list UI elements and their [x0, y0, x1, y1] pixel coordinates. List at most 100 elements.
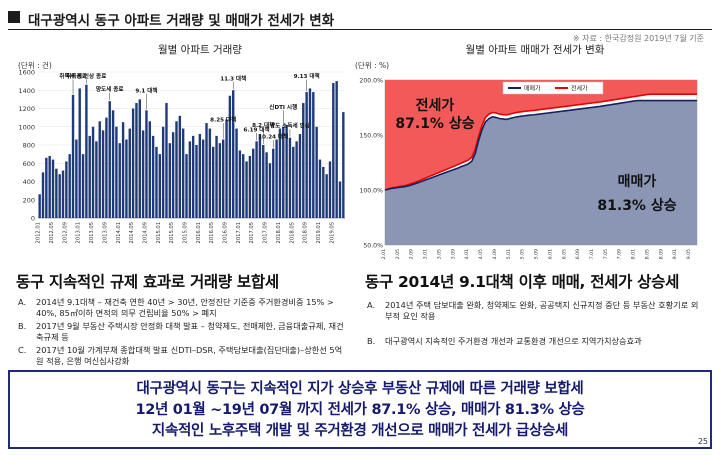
bar — [265, 152, 268, 218]
bar — [232, 90, 235, 218]
x-tick-label: 2013.01 — [76, 222, 82, 243]
x-tick-label: 2015.09 — [182, 222, 188, 243]
x-tick-label: 2013.09 — [102, 222, 108, 243]
legend-sale-label: 매매가 — [524, 85, 541, 93]
x-tick-label: 2017.01 — [589, 249, 595, 260]
legend: 매매가 전세가 — [502, 81, 604, 95]
x-tick-label: 2014.05 — [478, 249, 484, 260]
annotation-label: 6.19 대책 — [244, 125, 270, 133]
bar — [191, 135, 195, 218]
bar — [338, 181, 342, 218]
bar — [61, 170, 65, 218]
y-tick-label: 50.0% — [363, 243, 383, 250]
y-tick-label: 150.0% — [359, 133, 383, 140]
summary-line-2: 12년 01월 ~19년 07월 까지 전세가 87.1% 상승, 매매가 81… — [135, 402, 585, 418]
x-tick-label: 2018.09 — [303, 222, 309, 243]
x-tick-label: 2017.05 — [603, 249, 609, 260]
source-note: ※ 자료 : 한국감정원 2019년 7월 기준 — [572, 34, 704, 43]
bar — [238, 150, 242, 218]
bar — [118, 143, 121, 218]
left-chart-unit: (단위 : 건) — [18, 61, 52, 70]
title-square-icon — [8, 11, 20, 23]
annotation-label: 10.24 대책 — [258, 133, 288, 141]
jeonse-line — [384, 93, 697, 191]
x-tick-label: 2012.05 — [49, 222, 55, 243]
x-tick-label: 2013.05 — [436, 249, 442, 260]
page-number: 25 — [697, 437, 708, 446]
bar — [262, 145, 265, 218]
bar — [138, 99, 141, 218]
bar — [48, 155, 51, 218]
x-tick-label: 2019.01 — [316, 222, 322, 243]
x-tick-label: 2019.05 — [329, 222, 335, 243]
summary-line-1: 대구광역시 동구는 지속적인 지가 상승후 부동산 규제에 따른 거래량 보합세 — [136, 381, 584, 397]
note-item: B. 2017년 9월 부동산 주택시장 안정화 대책 발표 – 청약제도, 전매… — [18, 321, 344, 342]
annotation-label: 신DTI 시행 — [269, 103, 297, 111]
bar — [135, 103, 138, 218]
note-item: A. 2014년 9.1대책 – 재건축 연한 40년 > 30년, 안정진단 기… — [18, 297, 334, 318]
bar — [75, 139, 78, 218]
sale-line — [384, 99, 697, 191]
left-notes: A. 2014년 9.1대책 – 재건축 연한 40년 > 30년, 안정진단 기… — [18, 297, 348, 369]
annotation-label: 11.3 대책 — [220, 74, 246, 82]
bar — [255, 141, 258, 218]
price-area-chart: 50.0% 100.0% 150.0% 200.0% 2012.01 2012.05 201… — [359, 78, 698, 260]
bar — [45, 157, 48, 218]
x-tick-label: 2019.01 — [672, 249, 678, 260]
annotation-label: 8.25 대책 — [210, 116, 236, 124]
bar — [198, 134, 202, 218]
x-tick-label: 2012.05 — [395, 249, 401, 260]
y-tick-label: 100.0% — [359, 188, 383, 195]
bar — [55, 168, 58, 218]
y-tick-label: 600 — [23, 160, 35, 168]
right-chart-unit: (단위 : %) — [355, 61, 390, 70]
bar — [125, 139, 128, 218]
annotation-label: 9.1 대책 — [135, 86, 157, 94]
x-tick-label: 2018.09 — [658, 249, 664, 260]
y-tick-label: 1400 — [18, 87, 35, 95]
bar — [248, 155, 252, 218]
bar — [71, 94, 75, 218]
bar — [325, 174, 328, 218]
x-tick-label: 2012.09 — [62, 222, 68, 243]
x-tick-label: 2017.01 — [236, 222, 242, 243]
bar — [98, 121, 101, 218]
bar — [101, 130, 105, 218]
annotation-label: 취득세 인상 종료 — [66, 72, 106, 80]
left-headline: 동구 지속적인 규제 효과로 거래량 보합세 — [16, 273, 279, 291]
bar — [128, 128, 131, 218]
bar — [288, 137, 292, 218]
bar — [268, 163, 272, 218]
x-tick-label: 2016.09 — [575, 249, 581, 260]
bar — [228, 95, 232, 218]
x-tick-label: 2018.05 — [289, 222, 295, 243]
bar — [201, 139, 205, 218]
bar — [58, 174, 61, 218]
bar — [108, 101, 111, 218]
bar — [298, 134, 302, 218]
bar — [195, 145, 198, 218]
overlay-sale-label: 매매가 — [618, 174, 657, 190]
bar — [235, 128, 238, 218]
bar — [65, 161, 68, 218]
y-tick-label: 800 — [23, 142, 35, 150]
bar — [285, 124, 288, 218]
x-tick-label: 2012.09 — [409, 249, 415, 260]
bar — [91, 126, 95, 218]
x-tick-label: 2017.09 — [263, 222, 269, 243]
annotation-label: 양도세 종료 — [96, 85, 124, 93]
bar — [168, 143, 172, 218]
bar — [328, 161, 332, 218]
x-tick-label: 2016.01 — [196, 222, 202, 243]
x-tick-label: 2014.01 — [116, 222, 122, 243]
bar — [208, 128, 212, 218]
slide-title-bar: 대구광역시 동구 아파트 거래량 및 매매가 전세가 변화 — [8, 6, 712, 30]
bar — [292, 146, 295, 218]
bar — [161, 126, 165, 218]
x-tick-label: 2019.05 — [686, 249, 692, 260]
bar — [41, 172, 45, 218]
bar — [332, 82, 335, 218]
bar — [335, 81, 338, 218]
y-tick-label: 0 — [31, 215, 35, 223]
bar — [252, 148, 255, 218]
